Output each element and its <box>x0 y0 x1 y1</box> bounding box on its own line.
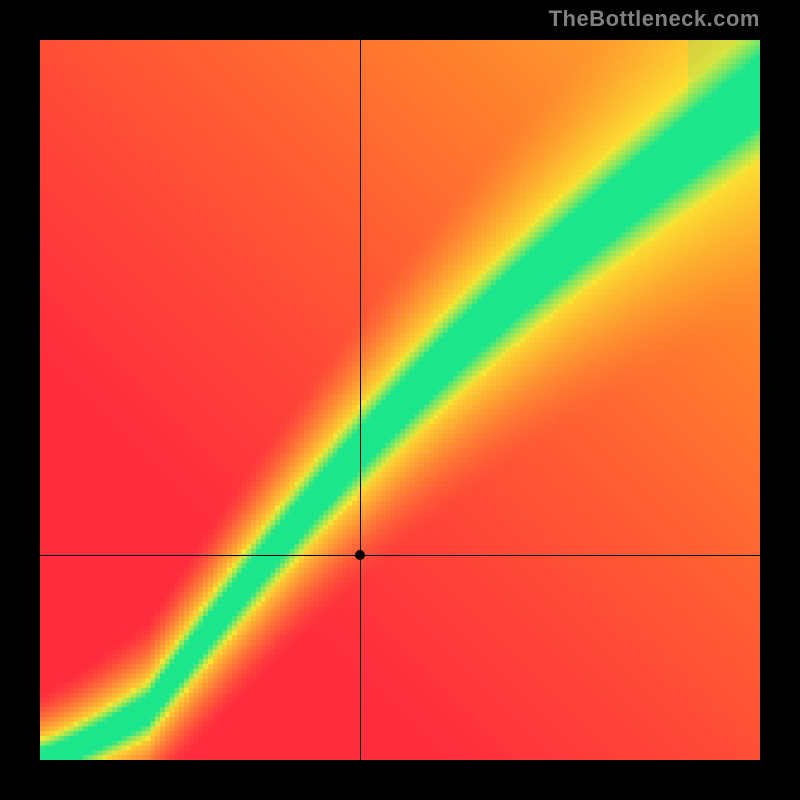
plot-area <box>40 40 760 760</box>
attribution-text: TheBottleneck.com <box>549 6 760 32</box>
chart-container: TheBottleneck.com <box>0 0 800 800</box>
heatmap-canvas <box>40 40 760 760</box>
crosshair-vertical <box>360 40 361 760</box>
crosshair-horizontal <box>40 555 760 556</box>
